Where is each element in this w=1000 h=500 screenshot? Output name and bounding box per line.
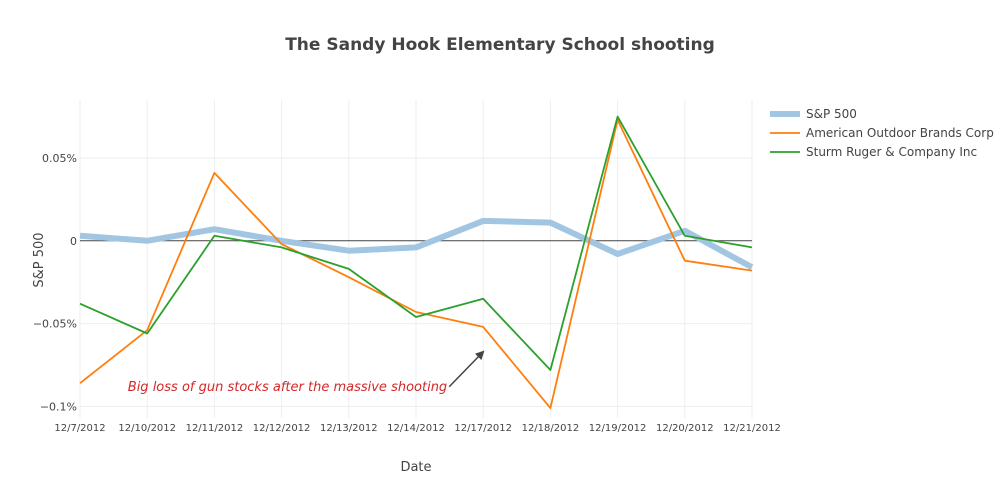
- x-tick-label: 12/13/2012: [320, 423, 378, 434]
- x-tick-label: 12/10/2012: [118, 423, 176, 434]
- x-tick-label: 12/17/2012: [454, 423, 512, 434]
- series-lines: [79, 115, 754, 410]
- legend-item[interactable]: S&P 500: [770, 107, 857, 121]
- x-tick-label: 12/20/2012: [656, 423, 714, 434]
- y-tick-label: 0.05%: [42, 152, 77, 165]
- annotation: Big loss of gun stocks after the massive…: [128, 350, 485, 395]
- x-tick-label: 12/21/2012: [723, 423, 781, 434]
- x-tick-label: 12/7/2012: [54, 423, 105, 434]
- x-tick-label: 12/18/2012: [522, 423, 580, 434]
- y-axis-ticks: 0.05% 0 −0.05% −0.1%: [33, 152, 77, 413]
- grid: [79, 100, 753, 418]
- legend[interactable]: S&P 500 American Outdoor Brands Corp Sturm…: [770, 107, 994, 159]
- y-tick-label: −0.1%: [40, 400, 77, 413]
- annotation-arrow: [448, 350, 485, 388]
- legend-item[interactable]: Sturm Ruger & Company Inc: [770, 145, 977, 159]
- annotation-text: Big loss of gun stocks after the massive…: [128, 380, 447, 395]
- legend-label: S&P 500: [806, 107, 857, 121]
- x-axis-title: Date: [400, 460, 431, 475]
- series-line-1: [79, 119, 753, 410]
- x-tick-label: 12/11/2012: [186, 423, 244, 434]
- chart-title: The Sandy Hook Elementary School shootin…: [285, 35, 715, 55]
- y-tick-label: 0: [70, 235, 77, 248]
- series-line-0: [79, 217, 754, 270]
- y-axis-title: S&P 500: [32, 232, 47, 287]
- x-tick-label: 12/19/2012: [589, 423, 647, 434]
- legend-item[interactable]: American Outdoor Brands Corp: [770, 126, 994, 140]
- x-tick-label: 12/14/2012: [387, 423, 445, 434]
- x-tick-label: 12/12/2012: [253, 423, 311, 434]
- legend-label: American Outdoor Brands Corp: [806, 126, 994, 140]
- series-line-2: [79, 115, 753, 371]
- y-tick-label: −0.05%: [33, 318, 77, 331]
- x-axis-ticks: 12/7/2012 12/10/2012 12/11/2012 12/12/2012 1…: [54, 423, 780, 434]
- legend-label: Sturm Ruger & Company Inc: [806, 145, 977, 159]
